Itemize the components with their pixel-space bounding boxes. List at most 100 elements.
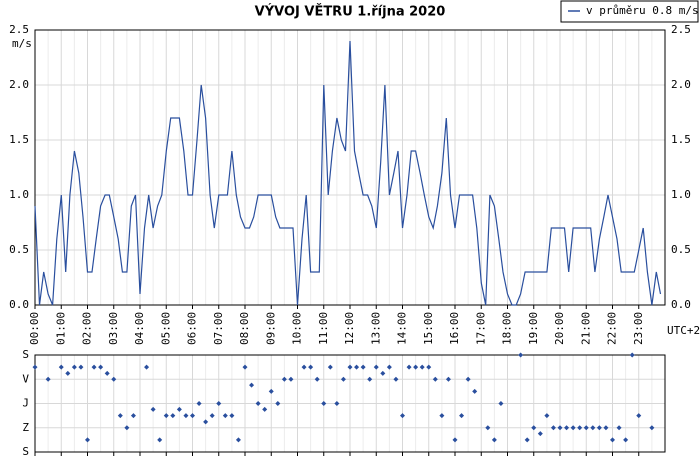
x-tick-label: 03:00 xyxy=(107,312,120,345)
point xyxy=(465,376,471,382)
x-tick-label: 20:00 xyxy=(553,312,566,345)
x-tick-label: 09:00 xyxy=(264,312,277,345)
point xyxy=(327,364,333,370)
y-tick-label: J xyxy=(22,397,29,410)
point xyxy=(281,376,287,382)
point xyxy=(85,437,90,443)
point xyxy=(32,364,38,370)
point xyxy=(360,364,366,370)
y-tick-label-right: 1.5 xyxy=(671,133,691,146)
point xyxy=(65,370,71,376)
point xyxy=(544,413,550,419)
point xyxy=(531,425,537,431)
plot-frame xyxy=(34,29,666,306)
point xyxy=(242,364,248,370)
point xyxy=(426,364,432,370)
point xyxy=(222,413,228,419)
y-tick-label: 2.0 xyxy=(9,78,29,91)
y-tick-label-right: 0.5 xyxy=(671,243,691,256)
point xyxy=(203,419,209,425)
point xyxy=(78,364,84,370)
point xyxy=(163,413,169,419)
point xyxy=(176,406,182,412)
y-tick-label: S xyxy=(22,445,29,458)
y-tick-label: 0.0 xyxy=(9,298,29,311)
point xyxy=(498,401,504,406)
point xyxy=(596,425,602,431)
x-tick-label: 02:00 xyxy=(81,312,94,345)
point xyxy=(347,364,353,370)
point xyxy=(117,413,123,419)
point xyxy=(380,370,386,376)
point xyxy=(590,425,596,431)
x-tick-label: 01:00 xyxy=(54,312,67,345)
point xyxy=(432,376,438,382)
point xyxy=(216,401,222,406)
point xyxy=(491,437,497,443)
point xyxy=(183,413,189,419)
point xyxy=(583,425,589,431)
point xyxy=(485,425,491,431)
point xyxy=(255,401,261,406)
y-tick-label-right: 2.5 xyxy=(671,23,691,36)
point xyxy=(249,382,255,388)
point xyxy=(373,364,379,370)
point xyxy=(472,388,478,394)
x-tick-label: 14:00 xyxy=(396,312,409,345)
point xyxy=(58,364,64,370)
point xyxy=(98,364,104,370)
point xyxy=(209,413,215,419)
x-tick-label: 16:00 xyxy=(448,312,461,345)
point xyxy=(452,437,458,443)
point xyxy=(570,425,576,431)
x-tick-label: 18:00 xyxy=(501,312,514,345)
point xyxy=(235,437,241,443)
point xyxy=(308,364,314,370)
y-tick-label: 1.5 xyxy=(9,133,29,146)
point xyxy=(130,413,136,419)
x-tick-label: 07:00 xyxy=(212,312,225,345)
x-tick-label: 06:00 xyxy=(186,312,199,345)
legend-box xyxy=(560,0,699,23)
point xyxy=(334,401,340,406)
point xyxy=(557,425,563,431)
point xyxy=(616,425,622,431)
point xyxy=(45,376,51,382)
point xyxy=(439,413,445,419)
point xyxy=(603,425,609,431)
point xyxy=(301,364,307,370)
point xyxy=(518,352,524,358)
point xyxy=(577,425,583,431)
chart-title: VÝVOJ VĚTRU 1.října 2020 xyxy=(255,4,446,20)
y-tick-label-right: 2.0 xyxy=(671,78,691,91)
point xyxy=(321,401,327,406)
point xyxy=(564,425,570,431)
point xyxy=(649,425,655,431)
point xyxy=(636,413,642,419)
point xyxy=(413,364,419,370)
point xyxy=(262,406,268,412)
point xyxy=(170,413,176,419)
y-tick-label: 0.5 xyxy=(9,243,29,256)
y-tick-label: 1.0 xyxy=(9,188,29,201)
point xyxy=(104,370,110,376)
point xyxy=(623,437,629,443)
data-line xyxy=(34,40,662,306)
point xyxy=(190,413,195,419)
point xyxy=(275,401,281,406)
point xyxy=(229,413,235,419)
x-tick-label: 00:00 xyxy=(28,312,41,345)
point xyxy=(144,364,150,370)
x-tick-label: 21:00 xyxy=(579,312,592,345)
point xyxy=(354,364,360,370)
x-tick-label: 11:00 xyxy=(317,312,330,345)
legend-label: v průměru 0.8 m/s xyxy=(586,4,699,17)
x-tick-label: 13:00 xyxy=(369,312,382,345)
plot-frame xyxy=(34,354,666,453)
point xyxy=(419,364,425,370)
point xyxy=(340,376,346,382)
point xyxy=(393,376,399,382)
point xyxy=(157,437,163,443)
x-tick-label: 15:00 xyxy=(422,312,435,345)
point xyxy=(111,376,117,382)
